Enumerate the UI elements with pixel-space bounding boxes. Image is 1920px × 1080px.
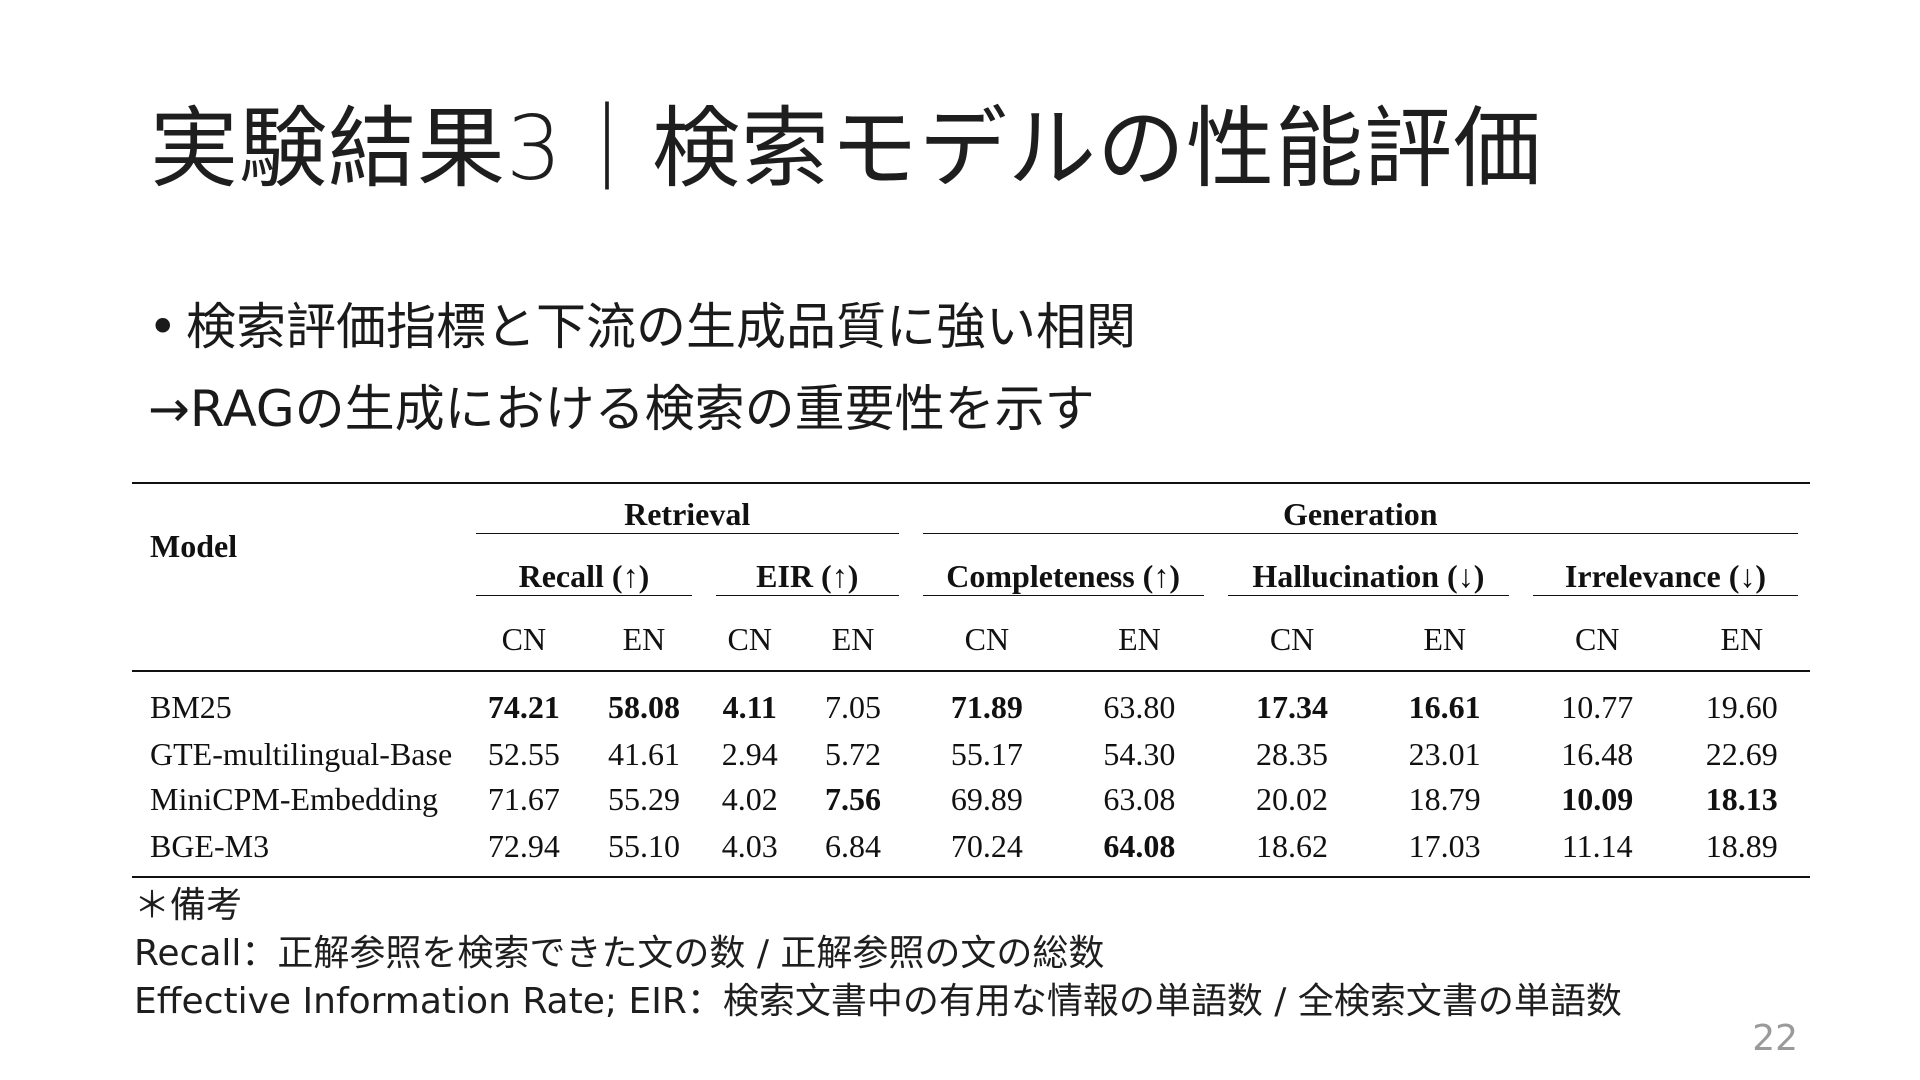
table-row: BGE-M3 72.94 55.10 4.03 6.84 70.24 64.08 18.62 1…	[132, 822, 1810, 877]
value-cell: 7.05	[825, 688, 882, 725]
metric-header-recall: Recall (↑)	[464, 546, 704, 608]
metric-header-hallucination: Hallucination (↓)	[1216, 546, 1521, 608]
bullet-list: • 検索評価指標と下流の生成品質に強い相関 →RAGの生成における検索の重要性を示…	[148, 286, 1136, 450]
value-cell: 63.80	[1103, 688, 1176, 725]
notes-heading: ＊備考	[134, 885, 243, 926]
value-cell: 71.89	[950, 688, 1023, 725]
lang-header-en: EN	[795, 608, 911, 672]
value-cell: 41.61	[607, 736, 680, 772]
value-cell: 18.89	[1705, 827, 1778, 864]
value-cell: 19.60	[1705, 688, 1778, 725]
value-cell: 70.24	[950, 827, 1023, 864]
value-cell: 5.72	[825, 736, 882, 772]
notes-line-eir: Effective Information Rate; EIR：検索文書中の有用…	[134, 981, 1622, 1022]
value-cell: 10.77	[1561, 688, 1634, 725]
metric-header-eir: EIR (↑)	[704, 546, 911, 608]
bullet-dot: •	[148, 298, 178, 356]
table-lang-header-row: CN EN CN EN CN EN CN EN CN EN	[132, 608, 1810, 672]
value-cell: 52.55	[487, 736, 560, 772]
value-cell: 18.13	[1705, 781, 1778, 817]
model-name-cell: MiniCPM-Embedding	[150, 781, 439, 817]
value-cell: 16.61	[1408, 688, 1481, 725]
value-cell: 58.08	[607, 688, 680, 725]
value-cell: 6.84	[825, 827, 882, 864]
value-cell: 18.62	[1256, 827, 1329, 864]
model-name-cell: BM25	[150, 688, 232, 725]
notes: ＊備考 Recall：正解参照を検索できた文の数 / 正解参照の文の総数 Eff…	[134, 882, 1622, 1026]
metric-header-completeness: Completeness (↑)	[911, 546, 1216, 608]
value-cell: 69.89	[950, 781, 1023, 817]
bullet-continuation: →RAGの生成における検索の重要性を示す	[148, 380, 1095, 438]
lang-header-cn: CN	[463, 608, 584, 672]
table-row: BM25 74.21 58.08 4.11 7.05 71.89 63.80 17.34 16.…	[132, 671, 1810, 732]
value-cell: 28.35	[1256, 736, 1329, 772]
metric-header-irrelevance: Irrelevance (↓)	[1521, 546, 1810, 608]
value-cell: 63.08	[1103, 781, 1176, 817]
lang-header-en: EN	[1368, 608, 1521, 672]
value-cell: 7.56	[825, 781, 882, 817]
lang-header-en: EN	[1673, 608, 1810, 672]
table-group-header-row: Model Retrieval Generation	[132, 483, 1810, 564]
model-name-cell: BGE-M3	[150, 827, 270, 864]
bullet-item: • 検索評価指標と下流の生成品質に強い相関	[148, 286, 1136, 368]
lang-header-spacer	[132, 608, 464, 672]
table-metric-header-row: Recall (↑) EIR (↑) Completeness (↑) Hall…	[132, 546, 1810, 608]
value-cell: 17.34	[1256, 688, 1329, 725]
value-cell: 22.69	[1705, 736, 1778, 772]
group-header-retrieval: Retrieval	[464, 483, 911, 546]
model-column-header: Model	[150, 527, 238, 564]
lang-header-cn: CN	[703, 608, 796, 672]
lang-header-cn: CN	[1215, 608, 1369, 672]
value-cell: 18.79	[1408, 781, 1481, 817]
notes-line-recall: Recall：正解参照を検索できた文の数 / 正解参照の文の総数	[134, 933, 1105, 974]
table-row: MiniCPM-Embedding 71.67 55.29 4.02 7.56 69.89…	[132, 777, 1810, 822]
table-body: BM25 74.21 58.08 4.11 7.05 71.89 63.80 17.34 16.…	[132, 671, 1810, 877]
value-cell: 2.94	[721, 736, 778, 772]
value-cell: 16.48	[1561, 736, 1634, 772]
value-cell: 17.03	[1408, 827, 1481, 864]
value-cell: 55.10	[607, 827, 680, 864]
value-cell: 54.30	[1103, 736, 1176, 772]
value-cell: 20.02	[1256, 781, 1329, 817]
value-cell: 11.14	[1561, 827, 1633, 864]
model-name-cell: GTE-multilingual-Base	[150, 736, 453, 772]
lang-header-en: EN	[583, 608, 704, 672]
results-table: Model Retrieval Generation Recall (↑) EI…	[132, 482, 1810, 878]
bullet-text: 検索評価指標と下流の生成品質に強い相関	[186, 298, 1136, 356]
slide-title: 実験結果3｜検索モデルの性能評価	[150, 97, 1542, 200]
value-cell: 64.08	[1103, 827, 1176, 864]
value-cell: 4.02	[721, 781, 778, 817]
value-cell: 23.01	[1408, 736, 1481, 772]
lang-header-cn: CN	[910, 608, 1064, 672]
lang-header-cn: CN	[1520, 608, 1674, 672]
value-cell: 71.67	[487, 781, 560, 817]
group-header-generation: Generation	[911, 483, 1810, 546]
value-cell: 4.03	[721, 827, 778, 864]
page-number: 22	[1752, 1018, 1798, 1059]
value-cell: 4.11	[722, 688, 777, 725]
value-cell: 72.94	[487, 827, 560, 864]
table-row: GTE-multilingual-Base 52.55 41.61 2.94 5.72 5…	[132, 732, 1810, 777]
value-cell: 55.17	[950, 736, 1023, 772]
value-cell: 10.09	[1561, 781, 1634, 817]
value-cell: 55.29	[607, 781, 680, 817]
value-cell: 74.21	[487, 688, 560, 725]
lang-header-en: EN	[1063, 608, 1216, 672]
